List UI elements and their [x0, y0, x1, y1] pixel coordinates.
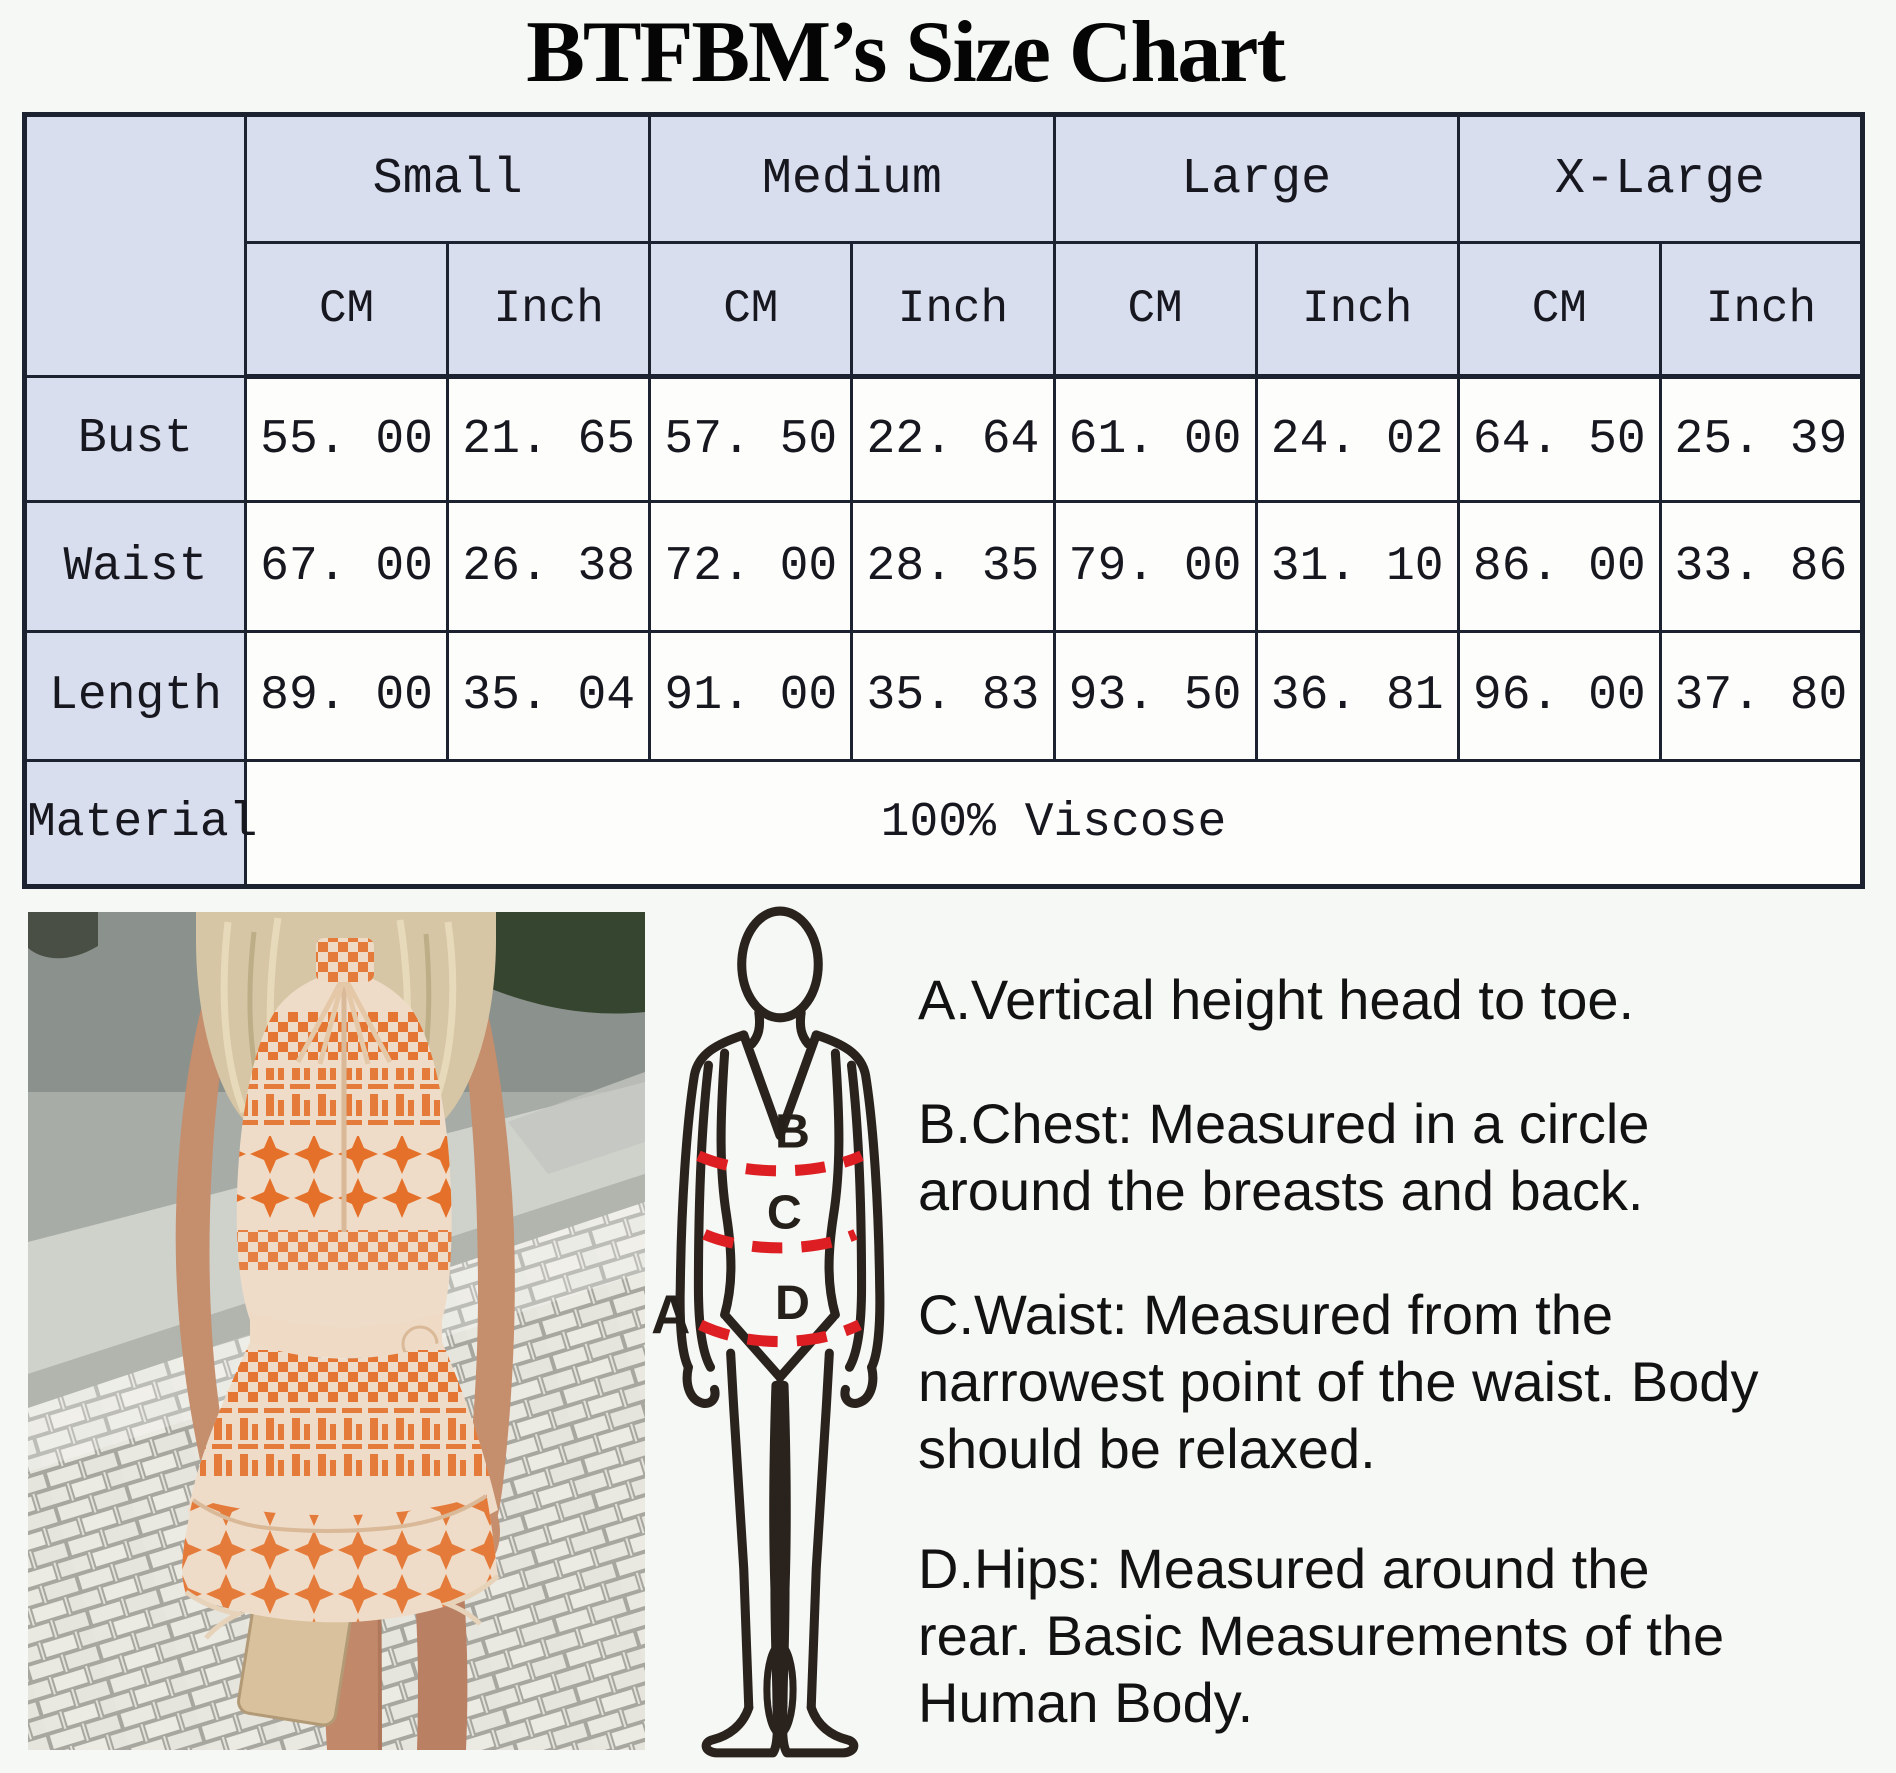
waist-belt — [250, 1312, 442, 1358]
table-row-bust: Bust 55. 00 21. 65 57. 50 22. 64 61. 00 … — [23, 375, 1865, 503]
size-header-medium: Medium — [648, 113, 1056, 244]
measure-value: 96. 00 — [1456, 630, 1662, 762]
measure-value: 64. 50 — [1456, 375, 1662, 503]
measure-value: 28. 35 — [850, 500, 1056, 633]
table-row-material: Material 100% Viscose — [23, 759, 1864, 888]
unit-header: CM — [648, 241, 854, 379]
body-diagram-art: A B C D — [651, 906, 885, 1758]
measure-value: 24. 02 — [1254, 375, 1460, 503]
measure-value: 57. 50 — [648, 375, 854, 503]
body-diagram: A B C D — [645, 902, 919, 1768]
measure-value: 36. 81 — [1254, 630, 1460, 762]
unit-header: Inch — [1658, 241, 1865, 379]
figure-leg-right — [806, 1348, 834, 1713]
figure-label-b: B — [775, 1105, 810, 1159]
guide-text-line: B.Chest: Measured in a circle — [918, 1092, 1650, 1155]
guide-text-line: D.Hips: Measured around the — [918, 1537, 1650, 1600]
measure-value: 67. 00 — [243, 500, 450, 633]
figure-head — [737, 906, 823, 1023]
measure-value: 86. 00 — [1456, 500, 1662, 633]
guide-text-line: narrowest point of the waist. Body — [918, 1350, 1759, 1413]
size-chart-table: Small Medium Large X-Large CM Inch CM In… — [22, 112, 1865, 889]
measure-value: 37. 80 — [1658, 630, 1865, 762]
neckband-pattern — [316, 938, 374, 982]
product-photo-art — [28, 912, 645, 1750]
measure-value: 25. 39 — [1658, 375, 1865, 503]
size-header-xlarge: X-Large — [1456, 113, 1865, 244]
measure-value: 31. 10 — [1254, 500, 1460, 633]
guide-paragraph-waist: C.Waist: Measured from the narrowest poi… — [918, 1281, 1896, 1482]
material-value: 100% Viscose — [244, 759, 1864, 888]
measure-value: 22. 64 — [850, 375, 1056, 503]
measure-value: 91. 00 — [648, 630, 854, 762]
waist-measure-line — [702, 1229, 858, 1254]
guide-text-line: around the breasts and back. — [918, 1159, 1644, 1222]
table-row-waist: Waist 67. 00 26. 38 72. 00 28. 35 79. 00… — [23, 500, 1865, 633]
hair-highlights — [220, 917, 457, 1114]
unit-header: Inch — [446, 241, 652, 379]
figure-leg-left — [726, 1348, 754, 1713]
size-header-large: Large — [1052, 113, 1460, 244]
figure-arm-right — [811, 1030, 885, 1372]
table-row-length: Length 89. 00 35. 04 91. 00 35. 83 93. 5… — [23, 630, 1865, 762]
road-marking — [508, 1072, 645, 1174]
size-header-small: Small — [243, 113, 652, 244]
dress-bodice-pattern — [236, 974, 452, 1270]
unit-header: CM — [1456, 241, 1662, 379]
figure-vneck — [739, 1030, 821, 1141]
ruffle-waves — [184, 1574, 500, 1640]
guide-text-line: rear. Basic Measurements of the — [918, 1604, 1725, 1667]
guide-paragraph-hips: D.Hips: Measured around the rear. Basic … — [918, 1535, 1896, 1736]
unit-header: Inch — [1254, 241, 1460, 379]
guide-text-line: should be relaxed. — [918, 1417, 1376, 1480]
figure-torso — [716, 1048, 736, 1320]
chest-measure-line — [696, 1150, 864, 1177]
figure-arm-left — [675, 1030, 749, 1372]
ruffle-seam — [191, 1494, 488, 1533]
figure-foot-right — [777, 1701, 859, 1758]
guide-text-line: C.Waist: Measured from the — [918, 1283, 1614, 1346]
unit-header: CM — [243, 241, 450, 379]
figure-label-a: A — [651, 1284, 690, 1345]
measure-value: 35. 83 — [850, 630, 1056, 762]
measure-value: 93. 50 — [1052, 630, 1258, 762]
measure-value: 35. 04 — [446, 630, 652, 762]
measure-value: 72. 00 — [648, 500, 854, 633]
tree-shadow — [28, 912, 98, 959]
model-arm-right — [456, 974, 515, 1558]
figure-neck — [747, 1008, 765, 1049]
unit-header: CM — [1052, 241, 1258, 379]
page-title: BTFBM’s Size Chart — [526, 4, 1286, 101]
model-arm-left — [175, 982, 234, 1460]
corner-cell — [23, 113, 247, 378]
measure-value: 55. 00 — [243, 375, 450, 503]
guide-text-line: Human Body. — [918, 1671, 1254, 1734]
guide-text-line: A.Vertical height head to toe. — [918, 968, 1635, 1031]
row-label-bust: Bust — [23, 375, 247, 503]
guide-paragraph-height: A.Vertical height head to toe. — [918, 966, 1896, 1033]
guide-paragraph-chest: B.Chest: Measured in a circle around the… — [918, 1090, 1896, 1224]
figure-foot-left — [701, 1701, 782, 1758]
measure-value: 21. 65 — [446, 375, 652, 503]
row-label-waist: Waist — [23, 500, 247, 633]
hips-measure-line — [698, 1319, 862, 1348]
row-label-material: Material — [23, 759, 257, 888]
measure-value: 33. 86 — [1658, 500, 1865, 633]
measure-value: 79. 00 — [1052, 500, 1258, 633]
figure-label-c: C — [767, 1185, 802, 1239]
unit-header: Inch — [850, 241, 1056, 379]
row-label-length: Length — [23, 630, 247, 762]
figure-label-d: D — [775, 1276, 810, 1330]
product-photo — [28, 912, 645, 1750]
measure-value: 26. 38 — [446, 500, 652, 633]
measure-value: 61. 00 — [1052, 375, 1258, 503]
measure-value: 89. 00 — [243, 630, 450, 762]
